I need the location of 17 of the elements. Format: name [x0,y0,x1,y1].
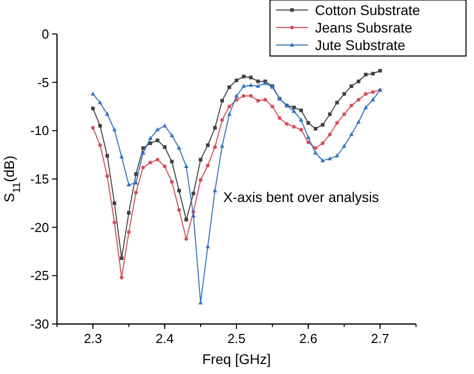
annotation: X-axis bent over analysis [223,189,379,206]
x-tick-label: 2.5 [227,331,246,346]
legend-label: Jeans Subsrate [315,20,412,36]
y-tick-label: -20 [30,220,49,235]
x-axis-title: Freq [GHz] [202,351,271,367]
legend-label: Jute Substrate [315,37,406,53]
y-tick-label: 0 [42,26,49,42]
y-tick-label: -10 [30,123,49,138]
x-tick-label: 2.7 [371,331,390,346]
y-tick-label: -5 [37,74,49,90]
x-tick-label: 2.4 [156,331,174,346]
y-tick-label: -15 [30,172,49,186]
y-tick-label: -30 [30,316,49,332]
x-tick-label: 2.6 [299,331,318,346]
x-tick-label: 2.3 [84,331,102,346]
y-tick-label: -25 [30,268,49,284]
legend-label: Cotton Substrate [315,2,420,18]
